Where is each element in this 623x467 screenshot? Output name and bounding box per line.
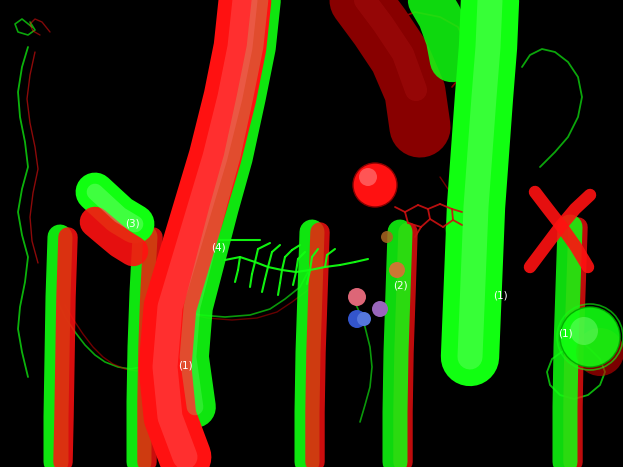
Circle shape <box>560 307 620 367</box>
Circle shape <box>348 310 366 328</box>
Text: (3): (3) <box>125 218 140 228</box>
Text: (2): (2) <box>392 280 407 290</box>
Circle shape <box>357 312 371 326</box>
Circle shape <box>389 262 405 278</box>
Text: (4): (4) <box>211 242 226 252</box>
Circle shape <box>348 288 366 306</box>
Circle shape <box>353 163 397 207</box>
Circle shape <box>372 301 388 317</box>
Circle shape <box>359 168 377 186</box>
Text: (1): (1) <box>493 290 507 300</box>
Text: (1): (1) <box>178 360 193 370</box>
Circle shape <box>381 231 393 243</box>
Text: (1): (1) <box>558 329 573 339</box>
Circle shape <box>570 317 598 345</box>
Circle shape <box>576 328 623 376</box>
